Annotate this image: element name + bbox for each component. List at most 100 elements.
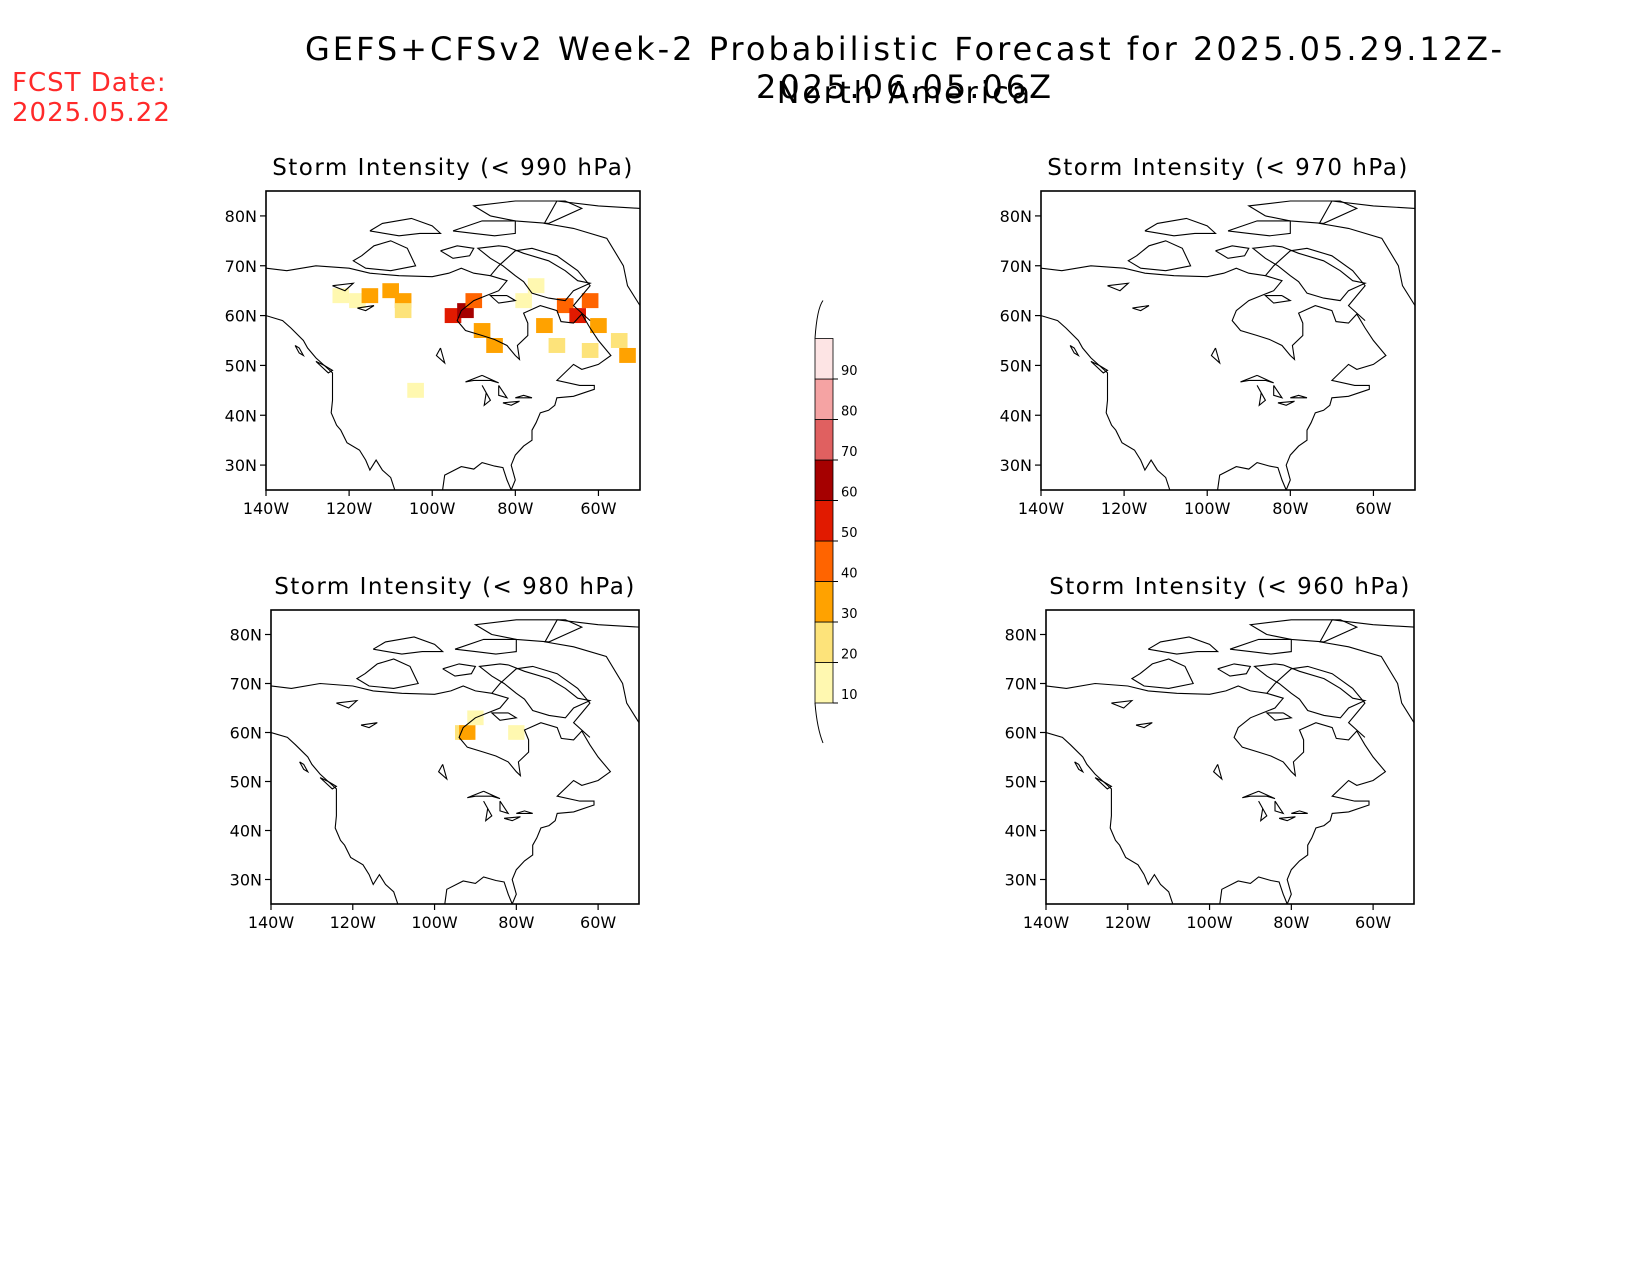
coastline-line	[452, 220, 516, 237]
coastline-line	[437, 764, 448, 781]
colorbar-label: 40	[841, 567, 858, 582]
probability-cell	[536, 318, 553, 334]
probability-cell	[581, 342, 599, 358]
coastline-line	[544, 619, 639, 724]
coastline-line	[442, 663, 477, 677]
coastline-line	[1253, 663, 1367, 719]
probability-cell	[569, 308, 586, 324]
probability-cell	[581, 293, 599, 309]
probability-cell	[548, 338, 566, 353]
coastline-line	[294, 345, 305, 358]
colorbar-segment	[814, 419, 834, 461]
probability-cell	[527, 278, 545, 294]
colorbar-segment	[814, 621, 834, 663]
coastline-line	[1135, 722, 1153, 729]
coastline-line	[473, 619, 584, 643]
lat-tick-label: 30N	[230, 871, 262, 890]
lat-tick-label: 80N	[1000, 207, 1032, 226]
map-frame	[1040, 190, 1416, 491]
coastline-line	[1277, 400, 1295, 406]
probability-cell	[590, 318, 607, 334]
lat-tick-label: 40N	[225, 406, 257, 425]
map-frame	[1045, 609, 1415, 905]
lon-tick-label: 60W	[1355, 499, 1391, 518]
fcst-date-label: FCST Date:	[12, 68, 167, 98]
main-title: GEFS+CFSv2 Week-2 Probabilistic Forecast…	[304, 30, 1505, 106]
probability-cell	[619, 347, 636, 363]
lat-tick-label: 60N	[1005, 724, 1037, 743]
lat-tick-label: 40N	[1005, 822, 1037, 841]
colorbar-label: 50	[841, 526, 858, 541]
coastline-line	[1132, 305, 1150, 312]
lat-tick-label: 80N	[230, 626, 262, 645]
lon-tick-label: 80W	[498, 913, 534, 932]
panel-title: Storm Intensity (< 980 hPa)	[274, 574, 636, 600]
coastline-line	[1256, 385, 1267, 407]
coastline-line	[454, 638, 517, 655]
coastline-line	[467, 790, 501, 800]
lon-tick-label: 60W	[1355, 913, 1391, 932]
probability-cell	[361, 288, 379, 304]
coastline-line	[1130, 658, 1195, 689]
coastline-line	[336, 699, 359, 709]
coastline-line	[502, 400, 520, 406]
panel-title: Storm Intensity (< 960 hPa)	[1049, 574, 1411, 600]
lat-tick-label: 60N	[230, 724, 262, 743]
colorbar-top-taper	[814, 300, 824, 339]
coastline-line	[499, 800, 510, 815]
coastline-line	[490, 712, 518, 721]
coastline-line	[1046, 682, 1387, 904]
coastline-line	[1258, 800, 1268, 823]
map-panel-990: Storm Intensity (< 990 hPa) 80N 70N 60N 50N 4…	[225, 155, 641, 518]
lon-tick-label: 140W	[1018, 499, 1065, 518]
colorbar-segment	[814, 338, 834, 380]
coastline-line	[271, 731, 399, 904]
coastline-line	[1111, 699, 1134, 709]
colorbar-segment	[814, 459, 834, 501]
lon-tick-label: 140W	[248, 913, 295, 932]
coastline-line	[1319, 619, 1414, 724]
colorbar-label: 80	[841, 405, 858, 420]
probability-cell	[610, 333, 628, 348]
coastline-line	[299, 761, 310, 774]
coastline-line	[481, 385, 492, 407]
coastline-line	[315, 360, 334, 374]
coastline-line	[1217, 663, 1252, 677]
coastline-line	[1273, 385, 1284, 399]
probability-cell	[332, 288, 350, 304]
lon-tick-label: 120W	[326, 499, 373, 518]
lat-tick-label: 70N	[225, 257, 257, 276]
lat-tick-label: 80N	[225, 207, 257, 226]
coastline-line	[1278, 816, 1296, 822]
lat-tick-label: 50N	[1000, 356, 1032, 375]
coastline-line	[266, 315, 396, 490]
coastline-line	[1094, 777, 1113, 790]
coastline-line	[1229, 638, 1292, 655]
probability-cell	[394, 303, 412, 319]
colorbar-label: 90	[841, 364, 858, 379]
coastline-line	[1266, 665, 1366, 738]
coastline-line	[1069, 345, 1080, 358]
coastline-line	[360, 722, 378, 729]
coastline-line	[478, 663, 592, 719]
coastline-line	[271, 682, 612, 904]
coastline-line	[515, 394, 533, 399]
colorbar-segment	[814, 540, 834, 582]
coastline-line	[1251, 245, 1367, 302]
coastline-line	[372, 636, 445, 655]
coastline-line	[543, 200, 640, 307]
fcst-date-value: 2025.05.22	[12, 98, 171, 128]
lon-tick-label: 140W	[243, 499, 290, 518]
lon-tick-label: 100W	[1184, 499, 1231, 518]
colorbar-bottom-taper	[814, 702, 824, 744]
lat-tick-label: 40N	[1000, 406, 1032, 425]
coastline-line	[1274, 800, 1285, 815]
map-panel-980: Storm Intensity (< 980 hPa) 80N 70N 60N 50N 4…	[230, 574, 640, 932]
colorbar-segment	[814, 581, 834, 623]
coastline-line	[491, 665, 591, 738]
coastline-line	[1318, 200, 1415, 307]
coastline-line	[1147, 636, 1220, 655]
map-panel-970: Storm Intensity (< 970 hPa) 80N 70N 60N 50N 4…	[1000, 155, 1416, 518]
coastline-line	[435, 347, 446, 365]
